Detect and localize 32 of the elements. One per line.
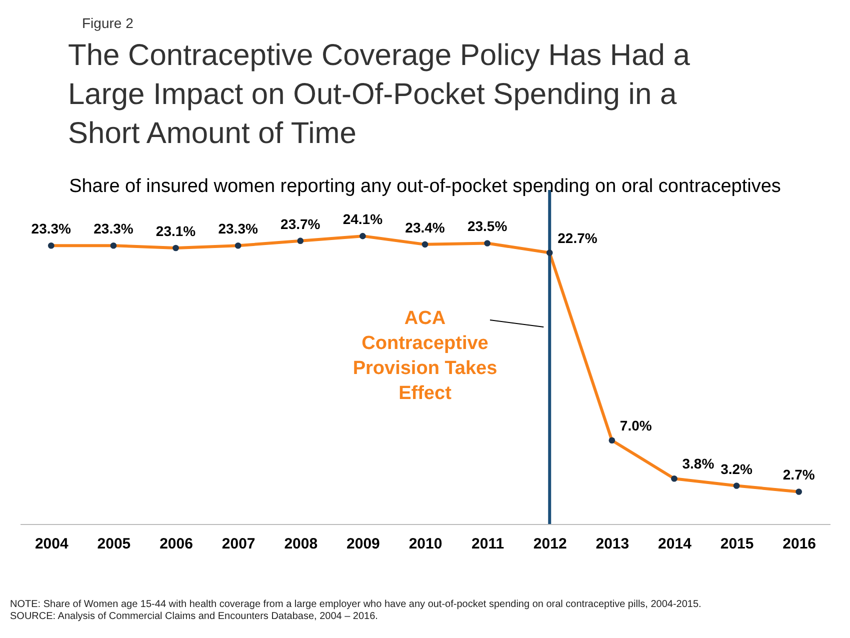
text: NOTE: Share of Women age 15-44 with health coverage from a large employer who have any out-of-pocket spending on oral contraceptive pills, 2004-2015. [10, 599, 702, 610]
data-label: 3.2% [720, 460, 754, 477]
x-tick-label: 2007 [222, 536, 256, 552]
data-label: 7.0% [620, 417, 652, 434]
ref-line-label: ACA Contraceptive Provision Takes Effect [352, 308, 498, 404]
data-label: 23.1% [156, 223, 196, 240]
data-label: 23.3% [31, 220, 72, 237]
data-label: 23.5% [467, 218, 508, 234]
x-tick-label: 2008 [284, 536, 318, 552]
x-tick-label: 2009 [346, 536, 380, 552]
x-tick-label: 2004 [34, 536, 69, 552]
chart-subtitle: Share of insured women reporting any out-of-pocket spending on oral contraceptives [69, 176, 781, 197]
x-tick-label: 2010 [408, 536, 442, 552]
x-tick-label: 2013 [596, 536, 630, 552]
x-tick-label: 2006 [160, 536, 193, 552]
data-label: 24.1% [342, 211, 384, 228]
caption: Figure 2 [82, 15, 134, 31]
x-tick-label: 2014 [658, 536, 692, 552]
x-tick-label: 2016 [782, 536, 816, 552]
x-tick-label: 2012 [533, 536, 567, 552]
data-label: 23.3% [94, 220, 134, 237]
x-tick-label: 2015 [720, 536, 754, 552]
data-label: 2.7% [782, 466, 816, 483]
data-label: 22.7% [558, 230, 598, 246]
data-label: 23.3% [218, 220, 258, 237]
data-label: 23.7% [280, 216, 321, 232]
x-tick-label: 2011 [472, 536, 504, 552]
source-note: SOURCE: Analysis of Commercial Claims and Encounters Database, 2004 – 2016. [10, 611, 378, 622]
data-label: 23.4% [405, 219, 446, 236]
chart-title: The Contraceptive Coverage Policy Has Had a Large Impact on Out-Of-Pocket Spending in a Short Amount of Time [68, 39, 690, 150]
data-label: 3.8% [682, 456, 715, 472]
x-tick-label: 2005 [97, 536, 131, 552]
